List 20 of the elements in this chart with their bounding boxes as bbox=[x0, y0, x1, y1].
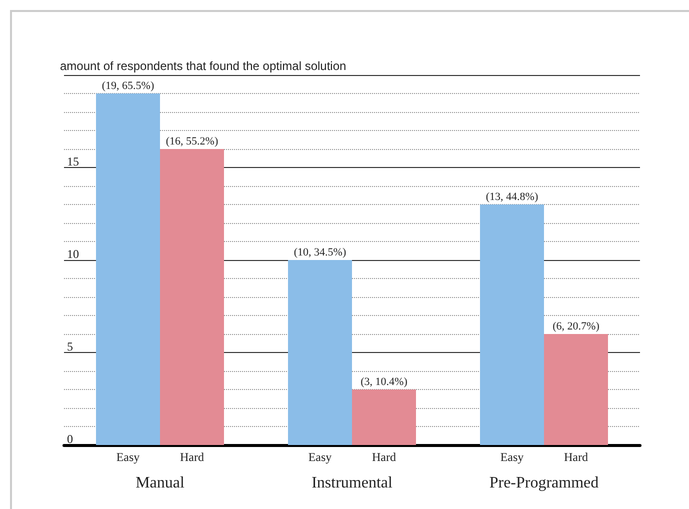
data-label: (10, 34.5%) bbox=[294, 246, 346, 258]
x-tick-label: Pre-Programmed bbox=[489, 474, 599, 492]
x-tick-label: Instrumental bbox=[312, 474, 393, 492]
series-label: Hard bbox=[180, 450, 204, 464]
data-label: (19, 65.5%) bbox=[102, 80, 154, 92]
y-tick-label: 10 bbox=[67, 247, 79, 261]
y-tick-label: 0 bbox=[67, 432, 73, 446]
text: Hard bbox=[564, 450, 588, 464]
text: Easy bbox=[500, 450, 524, 464]
data-label: (16, 55.2%) bbox=[166, 136, 218, 148]
y-tick-label: 5 bbox=[67, 340, 73, 354]
data-label: (6, 20.7%) bbox=[552, 320, 600, 332]
text: Hard bbox=[372, 450, 396, 464]
y-tick-label: 15 bbox=[67, 154, 79, 168]
data-label: (13, 44.8%) bbox=[486, 191, 538, 203]
text: Easy bbox=[308, 450, 332, 464]
data-label: (3, 10.4%) bbox=[360, 376, 408, 388]
y-axis-title: amount of respondents that found the optimal solution bbox=[60, 59, 346, 73]
x-tick-label: Manual bbox=[136, 474, 185, 492]
series-label: Easy bbox=[116, 450, 140, 464]
